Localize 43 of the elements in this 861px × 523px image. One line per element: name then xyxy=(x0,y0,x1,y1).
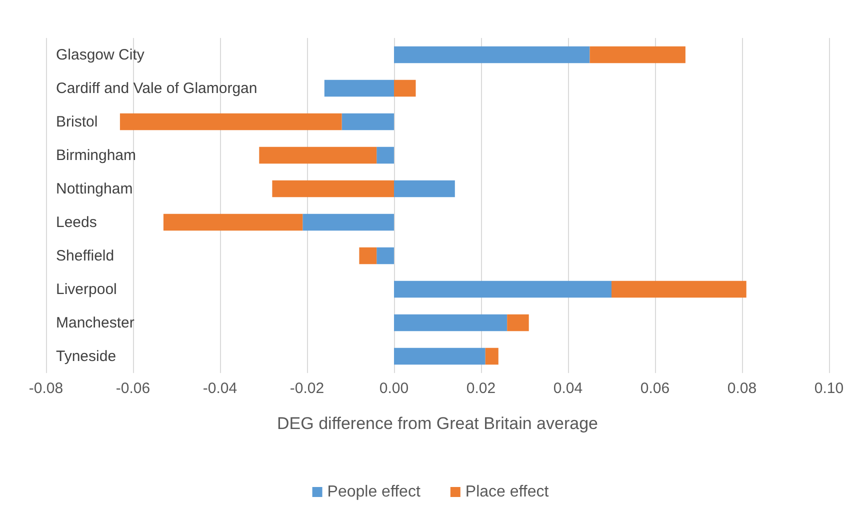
legend-label: Place effect xyxy=(465,484,550,500)
bar xyxy=(259,146,377,164)
bar xyxy=(376,247,394,264)
bar xyxy=(394,280,612,298)
bar xyxy=(376,146,394,164)
x-tick-label: 0.02 xyxy=(466,380,496,397)
y-tick-label: Nottingham xyxy=(56,180,133,198)
x-tick-label: -0.02 xyxy=(290,380,324,397)
x-tick-label: 0.00 xyxy=(379,380,409,397)
bar xyxy=(302,214,394,231)
bar xyxy=(342,113,394,130)
x-tick-label: 0.08 xyxy=(727,380,757,397)
y-tick-label: Cardiff and Vale of Glamorgan xyxy=(56,80,258,97)
bar xyxy=(394,46,590,64)
bar xyxy=(272,180,394,198)
y-tick-label: Tyneside xyxy=(56,348,116,365)
x-tick-label: -0.08 xyxy=(28,380,64,397)
y-tick-label: Leeds xyxy=(56,214,97,231)
x-tick-label: 0.06 xyxy=(640,380,670,397)
bar xyxy=(163,214,303,231)
y-tick-label: Glasgow City xyxy=(56,46,145,64)
y-tick-label: Birmingham xyxy=(56,146,136,164)
x-tick-label: 0.04 xyxy=(553,380,583,397)
bar xyxy=(324,80,394,97)
x-tick-label: 0.10 xyxy=(814,380,844,397)
bar xyxy=(612,280,746,298)
bar xyxy=(394,180,455,198)
bar xyxy=(120,113,342,130)
bar xyxy=(394,80,416,97)
x-tick-label: -0.06 xyxy=(116,380,150,397)
y-tick-label: Bristol xyxy=(56,113,98,130)
x-axis-title: DEG difference from Great Britain average xyxy=(277,414,598,433)
bar xyxy=(485,348,498,365)
bar xyxy=(394,314,508,332)
bar xyxy=(590,46,686,64)
y-tick-label: Manchester xyxy=(56,314,134,332)
y-tick-label: Sheffield xyxy=(56,247,114,264)
bar xyxy=(359,247,377,264)
bar xyxy=(394,348,486,365)
y-tick-label: Liverpool xyxy=(56,280,117,298)
bar xyxy=(507,314,529,332)
x-tick-label: -0.04 xyxy=(202,380,238,397)
legend-label: People effect xyxy=(327,484,421,500)
